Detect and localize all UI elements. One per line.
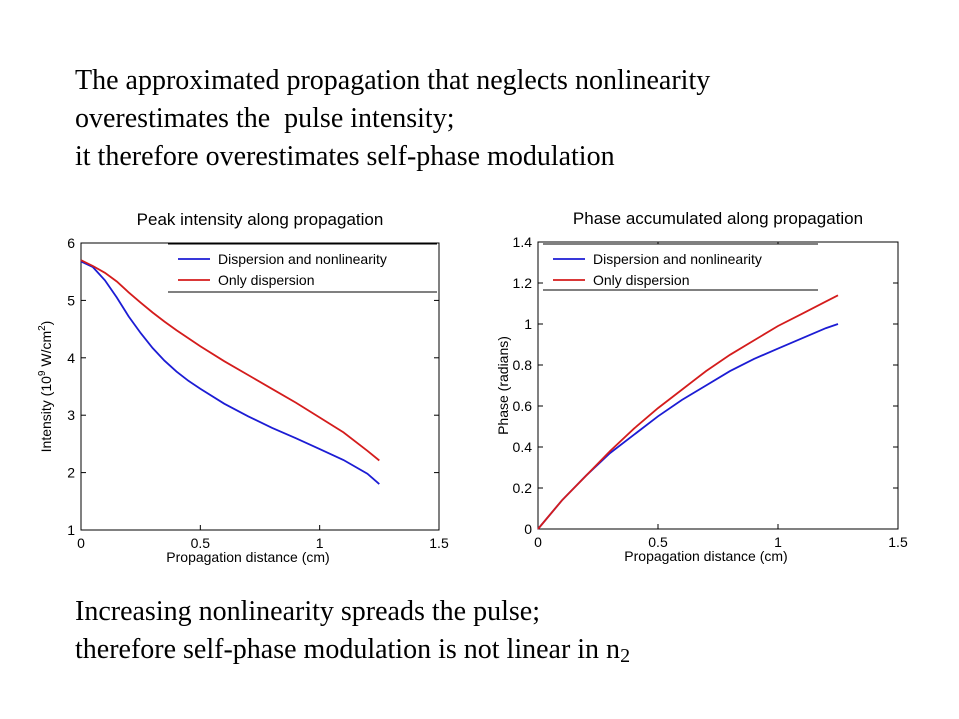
- x-axis-label: Propagation distance (cm): [166, 549, 329, 565]
- legend-label: Only dispersion: [593, 272, 690, 288]
- y-axis-label-part: Intensity (10: [38, 376, 54, 452]
- y-axis-label-part: ): [38, 321, 54, 326]
- y-tick-label: 1.2: [513, 275, 533, 291]
- y-tick-label: 6: [67, 235, 75, 251]
- phase-chart: 0 0.5 1 1.5 0 0.2 0.4 0.6 0.8 1 1.2 1.4 Phase accumu…: [495, 209, 908, 564]
- y-axis-label: Intensity (109 W/cm2): [37, 321, 54, 453]
- chart-title: Phase accumulated along propagation: [573, 209, 863, 228]
- y-tick-label: 0: [524, 521, 532, 537]
- y-tick-label: 0.8: [513, 357, 533, 373]
- legend-label: Only dispersion: [218, 272, 315, 288]
- y-axis-label-part: 2: [37, 325, 48, 331]
- x-tick-label: 1: [774, 534, 782, 550]
- x-tick-label: 1.5: [429, 535, 449, 551]
- y-tick-label: 5: [67, 292, 75, 308]
- chart-title: Peak intensity along propagation: [137, 210, 384, 229]
- legend-box: [543, 244, 818, 290]
- bottom-statement: Increasing nonlinearity spreads the puls…: [75, 593, 630, 671]
- bottom-line-2: therefore self-phase modulation is not l…: [75, 631, 630, 671]
- legend-box: [168, 244, 437, 292]
- top-line-3: it therefore overestimates self-phase mo…: [75, 141, 615, 172]
- x-axis-label: Propagation distance (cm): [624, 548, 787, 564]
- y-tick-label: 4: [67, 350, 75, 366]
- y-axis-label: Phase (radians): [495, 336, 511, 435]
- y-tick-label: 0.2: [513, 480, 533, 496]
- bottom-line-1: Increasing nonlinearity spreads the puls…: [75, 596, 540, 627]
- x-tick-label: 1.5: [888, 534, 908, 550]
- top-line-2: overestimates the pulse intensity;: [75, 103, 455, 134]
- n2-subscript: 2: [620, 645, 631, 667]
- y-tick-label: 2: [67, 465, 75, 481]
- x-tick-label: 1: [316, 535, 324, 551]
- y-axis-label-part: W/cm: [38, 331, 54, 371]
- y-tick-label: 1: [67, 522, 75, 538]
- y-tick-label: 0.4: [513, 439, 533, 455]
- y-tick-label: 1.4: [513, 234, 533, 250]
- series-line-dispersion-and-nonlinearity: [80, 260, 380, 485]
- bottom-line-2-text: therefore self-phase modulation is not l…: [75, 634, 621, 665]
- y-tick-label: 0.6: [513, 398, 533, 414]
- legend-label: Dispersion and nonlinearity: [593, 251, 762, 267]
- y-tick-label: 1: [524, 316, 532, 332]
- y-tick-label: 3: [67, 407, 75, 423]
- top-statement: The approximated propagation that neglec…: [75, 62, 710, 176]
- top-line-1: The approximated propagation that neglec…: [75, 65, 711, 96]
- series-line-only-dispersion: [537, 294, 839, 530]
- x-tick-label: 0: [534, 534, 542, 550]
- x-tick-label: 0: [77, 535, 85, 551]
- peak-intensity-chart: 0 0.5 1 1.5 1 2 3 4 5 6 Peak intensity along propa…: [37, 210, 449, 565]
- x-tick-label: 0.5: [191, 535, 211, 551]
- x-tick-label: 0.5: [648, 534, 668, 550]
- legend-label: Dispersion and nonlinearity: [218, 251, 387, 267]
- series-line-only-dispersion: [80, 259, 380, 462]
- y-axis-label-part: 9: [37, 370, 48, 376]
